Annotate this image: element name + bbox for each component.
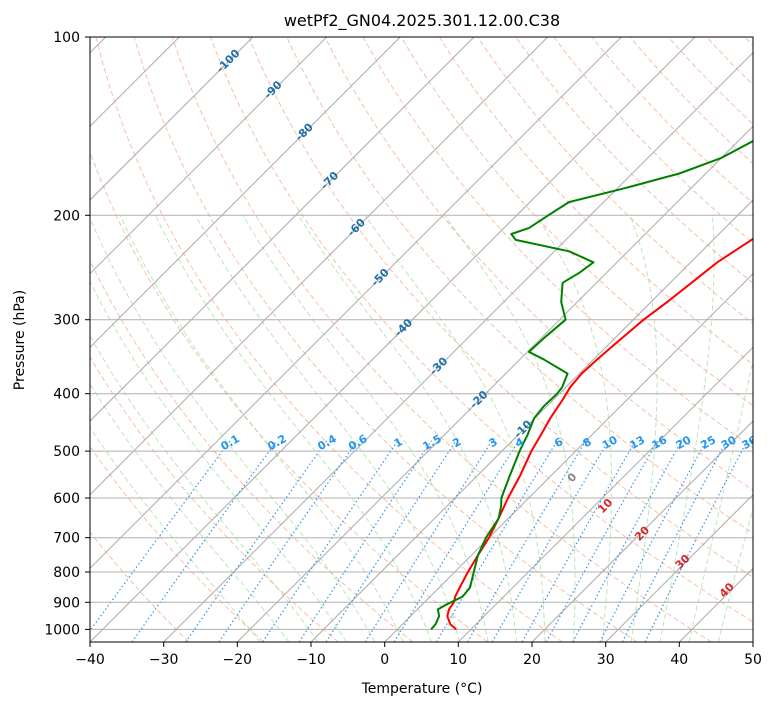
dry-adiabat [324, 37, 753, 491]
isotherm-line [90, 37, 402, 349]
mixing-ratio-line [90, 440, 231, 632]
y-tick-label: 1000 [44, 622, 80, 638]
moist-adiabat [119, 215, 404, 642]
x-tick-label: −20 [223, 652, 253, 668]
x-tick-label: −30 [149, 652, 179, 668]
mixing-ratio-line [393, 440, 520, 642]
dry-adiabat [477, 37, 753, 325]
x-tick-label: 0 [380, 652, 389, 668]
moist-adiabat [535, 215, 613, 642]
y-tick-label: 500 [53, 444, 80, 460]
x-tick-label: 50 [744, 652, 762, 668]
isotherm-line [90, 37, 549, 496]
dry-adiabat [591, 37, 753, 204]
y-tick-label: 800 [53, 565, 80, 581]
isotherm-line [457, 346, 753, 642]
isotherm-line [90, 37, 475, 422]
y-tick-label: 900 [53, 595, 80, 611]
mixing-ratio-line [545, 440, 659, 642]
pressure-gridlines [90, 37, 753, 630]
mixing-ratio-line [466, 440, 587, 642]
dry-adiabat [95, 37, 563, 642]
moist-adiabat [297, 215, 517, 642]
moist-adiabat [90, 426, 261, 642]
x-tick-label: 30 [597, 652, 615, 668]
x-tick-label: 40 [670, 652, 688, 668]
y-tick-label: 300 [53, 313, 80, 329]
dry-adiabat [248, 37, 753, 578]
isotherm-line [90, 37, 696, 642]
dry-adiabat [210, 37, 753, 623]
isotherm-line [90, 37, 328, 275]
y-axis-ticks: 1000 900 800 700 600 500 400 300 200 100 [44, 30, 90, 638]
dry-adiabat [90, 259, 414, 642]
moist-adiabat [195, 215, 461, 642]
mixing-ratio-line [572, 440, 683, 642]
y-tick-label: 200 [53, 208, 80, 224]
mixing-ratio-label: 36 [740, 433, 760, 452]
isotherm-line [90, 37, 254, 201]
mixing-ratio-line [185, 440, 328, 642]
mixing-ratio-line [435, 440, 558, 642]
dry-adiabat [438, 37, 753, 366]
y-tick-label: 600 [53, 491, 80, 507]
background-lines [90, 37, 753, 642]
isotherm-line [310, 199, 753, 642]
y-tick-label: 100 [53, 30, 80, 46]
mixing-ratio-line [644, 440, 748, 642]
y-axis-label: Pressure (hPa) [12, 290, 28, 390]
mixing-ratio-line [364, 440, 493, 642]
mixing-ratio-line [262, 440, 399, 642]
profile-lines [430, 139, 753, 631]
x-tick-label: −10 [296, 652, 326, 668]
moist-adiabat [364, 215, 546, 642]
dry-adiabat [90, 150, 488, 642]
isotherm-line [236, 125, 753, 642]
moist-adiabat [629, 215, 658, 642]
moist-adiabat [688, 358, 753, 642]
x-tick-label: 20 [523, 652, 541, 668]
chart-title: wetPf2_GN04.2025.301.12.00.C38 [284, 11, 560, 31]
dry-adiabat [286, 37, 753, 534]
dry-adiabat [90, 531, 190, 642]
isotherm-line [163, 51, 753, 642]
mixing-ratio-line [521, 440, 637, 642]
y-tick-label: 400 [53, 387, 80, 403]
x-tick-label: −40 [75, 652, 105, 668]
dry-adiabat [362, 37, 753, 449]
dewpoint-line [430, 139, 753, 631]
temperature-line [446, 237, 753, 631]
dry-adiabat [90, 356, 339, 642]
isotherm-line [90, 37, 623, 570]
mixing-ratio-line [131, 440, 278, 642]
isotherm-line [605, 493, 753, 642]
x-axis-ticks: −40 −30 −20 −10 0 10 20 30 40 50 [75, 642, 762, 668]
dry-adiabat [400, 37, 753, 407]
dry-adiabat [171, 37, 712, 642]
moist-adiabat [90, 216, 376, 642]
mixing-ratio-line [325, 440, 457, 642]
dry-adiabat [515, 37, 753, 284]
moist-adiabat [90, 334, 319, 642]
moist-adiabat [90, 280, 347, 642]
plot-frame [89, 36, 754, 643]
y-tick-label: 700 [53, 531, 80, 547]
mixing-ratio-line [491, 440, 609, 642]
x-axis-label: Temperature (°C) [361, 681, 483, 697]
mixing-ratio-line [298, 440, 432, 642]
isotherm-line [531, 420, 753, 642]
moist-adiabat [154, 215, 432, 642]
x-tick-label: 10 [449, 652, 467, 668]
